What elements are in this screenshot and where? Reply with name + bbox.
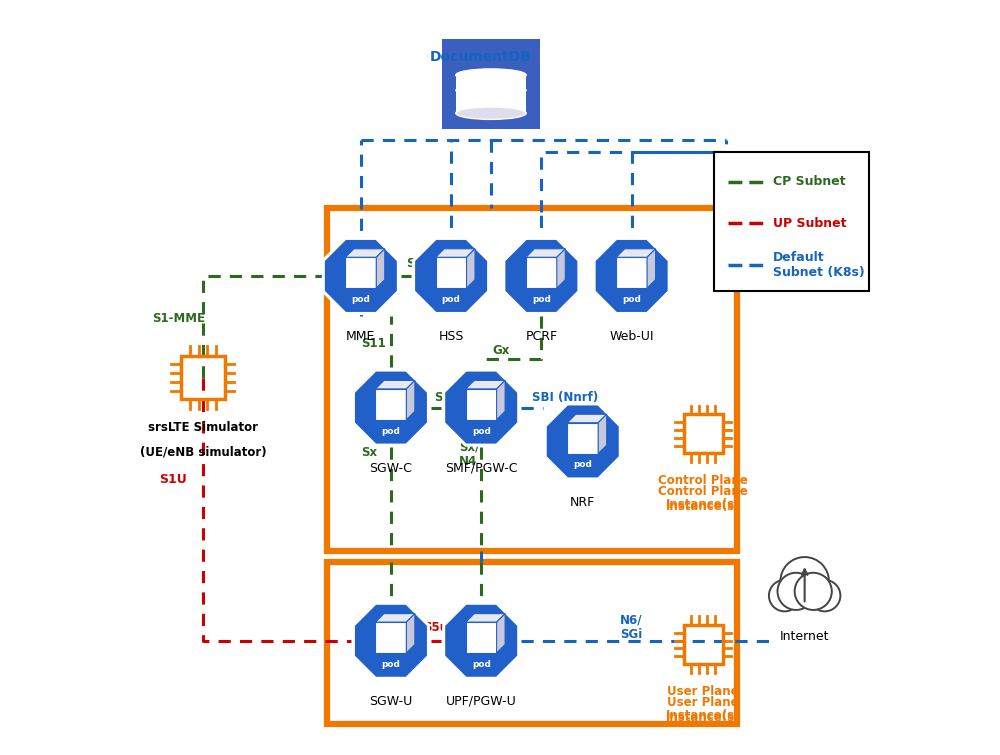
Text: Instance(s): Instance(s) (666, 709, 740, 722)
Text: Control Plane: Control Plane (658, 474, 748, 487)
Polygon shape (436, 257, 467, 288)
Text: User Plane
Instance(s): User Plane Instance(s) (666, 695, 740, 724)
Polygon shape (616, 257, 647, 288)
Text: SGW-C: SGW-C (369, 462, 412, 475)
Text: DocumentDB: DocumentDB (430, 51, 532, 64)
Text: Sx: Sx (361, 446, 377, 459)
Ellipse shape (456, 107, 526, 119)
Text: pod: pod (381, 660, 400, 669)
Polygon shape (375, 389, 406, 420)
Text: Instance(s): Instance(s) (666, 498, 740, 511)
Text: Gx: Gx (492, 344, 510, 357)
Polygon shape (376, 249, 385, 288)
Bar (327, 208, 737, 550)
Text: Web-UI: Web-UI (609, 330, 654, 343)
Text: User Plane: User Plane (667, 685, 739, 698)
Polygon shape (323, 239, 398, 313)
Bar (327, 562, 737, 723)
Polygon shape (436, 249, 475, 257)
Ellipse shape (456, 69, 526, 82)
Polygon shape (526, 249, 565, 257)
Polygon shape (345, 249, 385, 257)
Text: pod: pod (442, 295, 461, 304)
Polygon shape (594, 239, 669, 313)
Polygon shape (444, 603, 519, 678)
Text: srsLTE Simulator: srsLTE Simulator (148, 421, 258, 434)
Polygon shape (466, 614, 505, 622)
Text: S11: S11 (361, 337, 386, 350)
Text: SGW-U: SGW-U (369, 695, 413, 708)
Polygon shape (414, 239, 489, 313)
Text: Default
Subnet (K8s): Default Subnet (K8s) (773, 251, 865, 279)
Polygon shape (557, 249, 565, 288)
Polygon shape (504, 239, 579, 313)
Circle shape (795, 573, 832, 610)
Bar (684, 625, 723, 664)
Text: S6a: S6a (406, 257, 431, 270)
Text: S5c: S5c (434, 391, 458, 405)
Polygon shape (444, 370, 519, 445)
Bar (714, 152, 869, 291)
Polygon shape (647, 249, 656, 288)
Text: UPF/PGW-U: UPF/PGW-U (446, 695, 517, 708)
Text: HSS: HSS (438, 330, 464, 343)
Polygon shape (353, 370, 428, 445)
Polygon shape (567, 414, 607, 423)
Text: pod: pod (573, 461, 592, 470)
Text: SMF/PGW-C: SMF/PGW-C (445, 462, 517, 475)
Bar (181, 356, 225, 399)
Text: pod: pod (622, 295, 641, 304)
Polygon shape (406, 614, 415, 653)
Text: UP Subnet: UP Subnet (773, 217, 847, 230)
Text: pod: pod (472, 660, 491, 669)
Text: pod: pod (472, 427, 491, 436)
Text: NRF: NRF (570, 495, 595, 509)
Text: N6/
SGi: N6/ SGi (620, 613, 643, 641)
Text: pod: pod (381, 427, 400, 436)
Polygon shape (353, 603, 428, 678)
Polygon shape (406, 381, 415, 420)
Text: pod: pod (351, 295, 370, 304)
Text: pod: pod (532, 295, 551, 304)
Text: S5u: S5u (424, 621, 449, 634)
Bar (442, 39, 540, 129)
Polygon shape (466, 381, 505, 389)
Polygon shape (375, 614, 415, 622)
Circle shape (769, 580, 800, 612)
Polygon shape (526, 257, 557, 288)
Circle shape (809, 580, 840, 612)
Bar (684, 414, 723, 454)
Text: CP Subnet: CP Subnet (773, 175, 846, 189)
Bar (456, 75, 526, 113)
Text: Internet: Internet (780, 630, 829, 643)
Polygon shape (567, 423, 598, 454)
Polygon shape (466, 622, 497, 653)
Text: Sx/
N4: Sx/ N4 (459, 440, 479, 468)
Polygon shape (497, 381, 505, 420)
Text: MME: MME (346, 330, 376, 343)
Polygon shape (616, 249, 656, 257)
Polygon shape (466, 389, 497, 420)
Text: (UE/eNB simulator): (UE/eNB simulator) (140, 445, 266, 458)
Polygon shape (375, 622, 406, 653)
Text: PCRF: PCRF (525, 330, 557, 343)
Polygon shape (375, 381, 415, 389)
Polygon shape (497, 614, 505, 653)
Polygon shape (467, 249, 475, 288)
Text: SBI (Nnrf): SBI (Nnrf) (532, 391, 598, 405)
Polygon shape (598, 414, 607, 454)
Polygon shape (345, 257, 376, 288)
Circle shape (780, 557, 829, 606)
Circle shape (777, 573, 815, 610)
Text: S1U: S1U (159, 473, 187, 485)
Text: Control Plane
Instance(s): Control Plane Instance(s) (658, 485, 748, 513)
Text: S1-MME: S1-MME (152, 313, 205, 325)
Polygon shape (545, 404, 620, 479)
